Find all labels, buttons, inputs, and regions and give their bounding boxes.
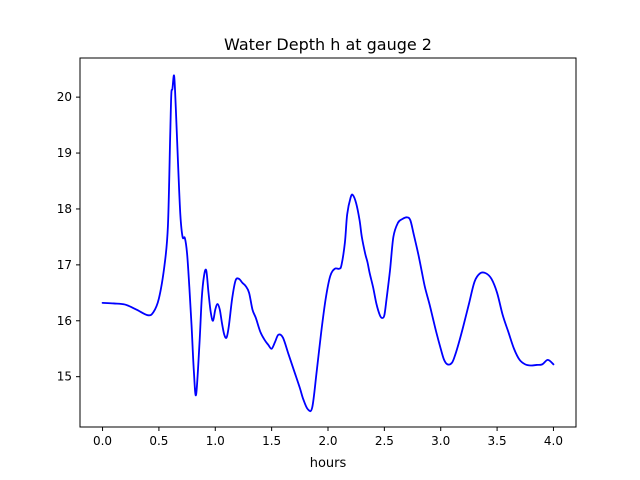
y-tick-label: 19: [57, 146, 72, 160]
x-tick-label: 2.5: [375, 434, 394, 448]
x-tick-label: 1.5: [262, 434, 281, 448]
x-axis-label: hours: [310, 456, 347, 471]
y-tick-label: 18: [57, 202, 72, 216]
plot-area: [101, 74, 555, 413]
plot-frame: [79, 57, 577, 428]
y-tick-label: 15: [57, 370, 72, 384]
series-line: [101, 74, 555, 413]
x-axis: 0.0 0.5 1.0 1.5 2.0 2.5 3.0 3.5 4.0: [93, 427, 563, 448]
y-tick-label: 17: [57, 258, 72, 272]
x-tick-label: 2.0: [318, 434, 337, 448]
y-axis: 15 16 17 18 19 20: [57, 90, 80, 384]
x-tick-label: 0.5: [149, 434, 168, 448]
x-tick-label: 0.0: [93, 434, 112, 448]
x-tick-label: 3.5: [488, 434, 507, 448]
x-tick-label: 3.0: [431, 434, 450, 448]
y-tick-label: 16: [57, 314, 72, 328]
x-tick-label: 1.0: [206, 434, 225, 448]
x-tick-label: 4.0: [544, 434, 563, 448]
chart-title: Water Depth h at gauge 2: [224, 35, 432, 54]
y-tick-label: 20: [57, 90, 72, 104]
